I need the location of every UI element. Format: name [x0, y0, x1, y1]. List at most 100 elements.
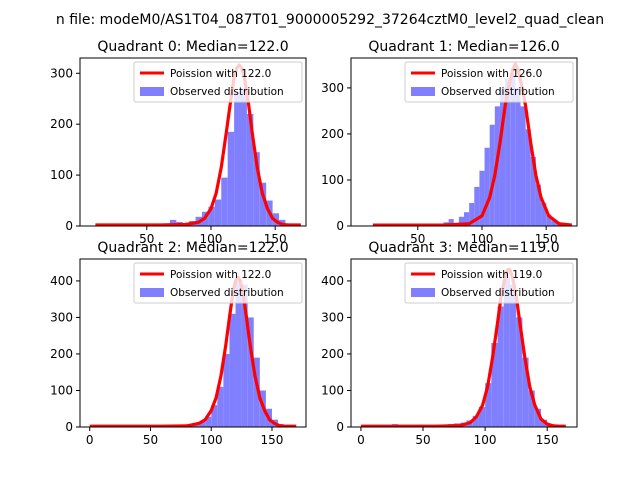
histogram-bar: [520, 106, 526, 226]
y-tick-label: 400: [50, 274, 73, 288]
legend-entry: Poission with 119.0: [441, 269, 542, 281]
x-tick-label: 100: [200, 433, 223, 447]
histogram-bar: [497, 306, 504, 427]
histogram-bar: [253, 152, 260, 226]
x-tick-label: 0: [86, 433, 94, 447]
histogram-bar: [478, 406, 486, 427]
legend-entry: Poission with 126.0: [441, 68, 542, 80]
legend-box: [404, 262, 574, 304]
axes-frame: [79, 57, 307, 227]
histogram-bar: [485, 383, 492, 427]
y-tick-label: 200: [50, 117, 73, 131]
x-tick-label: 50: [410, 232, 425, 246]
histogram-bar: [214, 199, 222, 226]
histogram-bar: [491, 343, 498, 427]
histogram-bar: [469, 202, 475, 226]
axes-frame: [79, 258, 307, 428]
histogram-bar: [551, 220, 557, 226]
legend-box: [404, 61, 574, 103]
legend: Poission with 119.0 Observed distribution: [404, 262, 574, 304]
y-tick-label: 300: [321, 81, 344, 95]
y-tick-label: 100: [321, 383, 344, 397]
histogram-bar: [227, 131, 235, 226]
x-tick-label: 50: [143, 433, 158, 447]
histogram-bar: [229, 313, 236, 427]
histogram-bar: [247, 317, 254, 427]
y-tick-label: 200: [321, 127, 344, 141]
histogram-bar: [448, 219, 454, 226]
histogram-bar: [458, 216, 464, 226]
histogram-bar: [522, 357, 529, 427]
y-tick-label: 100: [50, 168, 73, 182]
y-tick-label: 400: [321, 274, 344, 288]
histogram-bar: [235, 280, 242, 427]
subplot-quadrant-3: 0 50 100 150 0 100 200 300 400 Quadrant 3: Median…: [321, 240, 578, 447]
x-tick-label: 150: [261, 433, 284, 447]
x-tick-label: 150: [536, 433, 559, 447]
figure-suptitle: n file: modeM0/AS1T04_087T01_9000005292_…: [56, 12, 604, 28]
histogram-bar: [169, 219, 177, 226]
histogram-bar: [472, 416, 479, 427]
plot-marks: [372, 62, 573, 226]
axes-frame: [350, 57, 578, 227]
legend-entry: Observed distribution: [170, 86, 284, 98]
x-tick-label: 150: [535, 232, 558, 246]
subplot-grid: 50 100 150 0 100 200 300 Quadrant 0: Median=122…: [50, 39, 578, 447]
histogram-bar: [541, 202, 547, 226]
y-tick-label: 0: [336, 219, 344, 233]
histogram-bar: [474, 186, 480, 226]
y-tick-label: 300: [50, 66, 73, 80]
histogram-bar: [530, 156, 536, 226]
y-tick-label: 200: [50, 347, 73, 361]
histogram-bar: [211, 405, 218, 427]
histogram-bar: [516, 317, 523, 427]
x-tick-label: 0: [357, 433, 365, 447]
histogram-bar: [208, 206, 215, 226]
histogram-bar: [240, 88, 247, 226]
histogram-bar: [223, 353, 230, 427]
legend-bar-swatch: [411, 87, 435, 96]
y-tick-label: 0: [336, 420, 344, 434]
histogram-bar: [509, 284, 517, 427]
histogram-bar: [525, 129, 531, 226]
histogram-bar: [464, 212, 470, 226]
y-tick-label: 300: [321, 310, 344, 324]
histogram-bar: [515, 87, 521, 226]
histogram-bar: [246, 114, 254, 226]
x-tick-label: 100: [471, 232, 494, 246]
histogram-bar: [505, 78, 511, 226]
y-tick-label: 200: [321, 347, 344, 361]
y-tick-label: 100: [321, 173, 344, 187]
legend: Poission with 126.0 Observed distribution: [404, 61, 574, 103]
legend-entry: Observed distribution: [441, 86, 555, 98]
histogram-bar: [484, 147, 490, 226]
histogram-bar: [479, 170, 485, 226]
histogram-bar: [503, 277, 510, 427]
legend: Poission with 122.0 Observed distribution: [133, 61, 303, 103]
histogram-bar: [217, 386, 224, 427]
histogram-bar: [205, 416, 212, 427]
histogram-bar: [221, 177, 228, 226]
legend-bar-swatch: [140, 288, 164, 297]
subplot-title: Quadrant 1: Median=126.0: [368, 39, 559, 55]
subplot-title: Quadrant 0: Median=122.0: [97, 39, 288, 55]
y-tick-label: 0: [65, 219, 73, 233]
legend-entry: Poission with 122.0: [170, 269, 271, 281]
histogram-bar: [510, 74, 516, 226]
subplot-title: Quadrant 3: Median=119.0: [368, 240, 559, 256]
histogram-bar: [499, 87, 506, 226]
subplot-quadrant-2: 0 50 100 150 0 100 200 300 400 Quadrant 2: Median…: [50, 240, 307, 447]
x-tick-label: 150: [264, 232, 287, 246]
y-tick-label: 0: [65, 420, 73, 434]
histogram-bar: [241, 284, 248, 427]
y-tick-label: 300: [50, 310, 73, 324]
x-tick-label: 100: [200, 232, 223, 246]
histogram-bar: [546, 214, 552, 226]
y-tick-label: 100: [50, 383, 73, 397]
legend-bar-swatch: [411, 288, 435, 297]
histogram-bar: [534, 408, 541, 427]
histogram-bar: [234, 92, 241, 226]
histogram-bar: [528, 390, 535, 427]
histogram-bar: [253, 357, 260, 427]
